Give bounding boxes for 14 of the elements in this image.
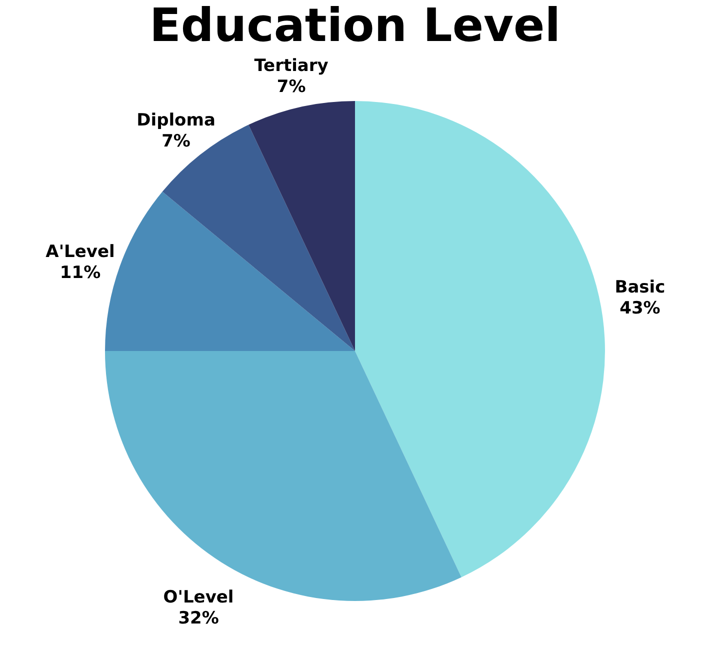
slice-label: A'Level: [46, 242, 115, 262]
slice-label: Diploma: [136, 110, 216, 130]
pie-slice: [105, 351, 462, 601]
slice-label: Basic: [614, 277, 666, 298]
data-label: 7%: [276, 77, 306, 98]
slice-label: O'Level: [163, 588, 234, 608]
chart-title: Education Level: [150, 0, 560, 52]
data-label: 7%: [162, 131, 190, 152]
pie-slice: [355, 101, 605, 578]
data-label: 43%: [620, 298, 660, 318]
pie-slice: [248, 101, 355, 351]
slice-label: Tertiary: [254, 56, 328, 76]
data-label: 32%: [178, 608, 219, 629]
data-label: 11%: [60, 263, 101, 284]
